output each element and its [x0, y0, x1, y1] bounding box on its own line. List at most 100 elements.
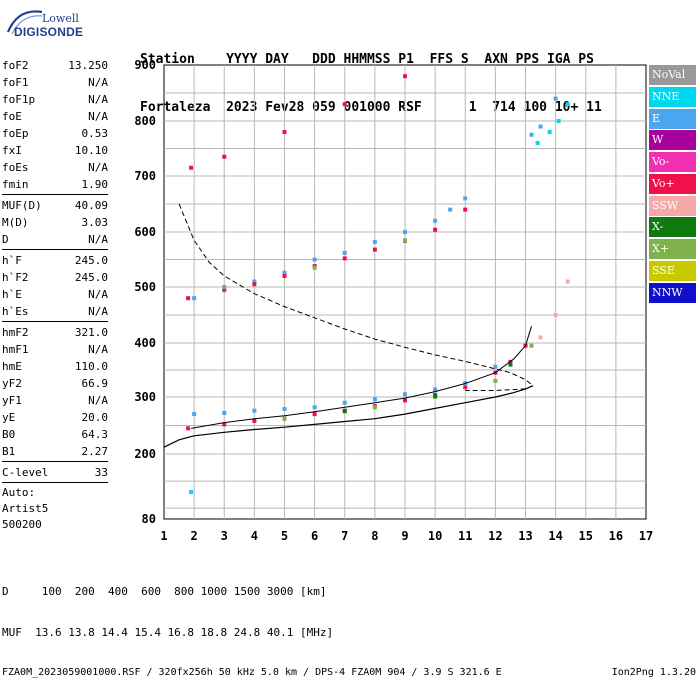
echo-point-e: [372, 239, 377, 244]
param-name: h`F: [2, 254, 22, 267]
footer-file-row: FZA0M_2023059001000.RSF / 320fx256h 50 k…: [2, 666, 696, 680]
echo-point-ssw: [553, 313, 558, 317]
legend-item-x: X-: [649, 217, 696, 238]
echo-point-e: [342, 400, 347, 405]
x-tick-label: 4: [251, 529, 258, 543]
echo-point-vo: [403, 398, 407, 403]
param-value: 0.53: [81, 127, 109, 140]
param-value: 10.10: [74, 144, 108, 157]
param-value: N/A: [88, 394, 108, 407]
echo-point-e: [282, 406, 287, 411]
echo-point-x: [433, 393, 438, 398]
y-tick-label: 200: [134, 447, 156, 461]
x-tick-label: 5: [281, 529, 288, 543]
param-value: 2.27: [81, 445, 109, 458]
param-separator: [2, 461, 108, 462]
param-separator: [2, 321, 108, 322]
param-row: hmF1 N/A: [2, 341, 108, 358]
clevel-name: C-level: [2, 466, 49, 479]
x-tick-label: 11: [458, 529, 472, 543]
echo-point-nne: [535, 141, 540, 145]
y-tick-label: 800: [134, 114, 156, 128]
footer-info: D 100 200 400 600 800 1000 1500 3000 [km…: [2, 558, 696, 693]
echo-point-x: [312, 265, 317, 270]
echo-point-e: [192, 412, 197, 417]
param-name: D: [2, 233, 9, 246]
echo-point-e: [252, 279, 257, 284]
header-values: Fortaleza 2023 Fev28 059 001000 RSF 1 71…: [140, 100, 602, 115]
autoscale-info: Auto:: [2, 486, 36, 499]
y-tick-label: 700: [134, 169, 156, 183]
echo-point-e: [342, 250, 347, 255]
param-value: 64.3: [81, 428, 109, 441]
param-row: M(D) 3.03: [2, 214, 108, 231]
chart-tick-labels: 1 2 3 4 5 6 7 8 9 10 11 12 13 14 15 16 17802003004005006…: [134, 58, 653, 543]
legend-item-noval: NoVal: [649, 65, 696, 85]
echo-point-e: [192, 296, 197, 301]
echo-point-x: [493, 378, 498, 383]
echo-point-nne: [556, 119, 561, 123]
echo-point-vo: [433, 227, 438, 232]
param-name: foE: [2, 110, 22, 123]
autoscale-info: 500200: [2, 518, 42, 531]
legend-item-e: E: [649, 108, 696, 129]
echo-point-e: [433, 218, 438, 223]
echo-point-x: [372, 405, 377, 410]
param-value: 245.0: [74, 254, 108, 267]
param-name: MUF(D): [2, 199, 42, 212]
param-value: 13.250: [68, 59, 108, 72]
param-name: foF1: [2, 76, 29, 89]
param-value: N/A: [88, 305, 108, 318]
param-row: h`Es N/A: [2, 303, 108, 320]
param-row: foE N/A: [2, 108, 108, 125]
y-tick-label: 400: [134, 336, 156, 350]
echo-point-e: [448, 207, 453, 212]
param-value: 110.0: [74, 360, 108, 373]
autoscale-info: Artist5: [2, 502, 49, 515]
param-value: N/A: [88, 93, 108, 106]
echo-point-e: [312, 257, 317, 262]
param-row: MUF(D) 40.09: [2, 197, 108, 214]
y-tick-label: 900: [134, 58, 156, 72]
x-tick-label: 2: [191, 529, 198, 543]
param-row: h`F 245.0: [2, 252, 108, 269]
legend-item-vo: Vo+: [649, 173, 696, 194]
echo-point-e: [538, 124, 543, 129]
param-row: foF1 N/A: [2, 74, 108, 91]
echo-point-vo: [403, 74, 407, 79]
legend-item-sse: SSE: [649, 260, 696, 281]
param-row: foEs N/A: [2, 159, 108, 176]
y-tick-label: 600: [134, 225, 156, 239]
legend-item-vo: Vo-: [649, 152, 696, 172]
x-tick-label: 7: [341, 529, 348, 543]
virtual-height-trace-curve: [191, 326, 532, 429]
param-value: N/A: [88, 288, 108, 301]
echo-point-e: [312, 405, 317, 410]
param-row: B0 64.3: [2, 426, 108, 443]
x-tick-label: 16: [609, 529, 623, 543]
param-name: yF2: [2, 377, 22, 390]
param-separator: [2, 482, 108, 483]
clevel-value: 33: [94, 466, 108, 479]
param-name: foF2: [2, 59, 29, 72]
footer-file-info: FZA0M_2023059001000.RSF / 320fx256h 50 k…: [2, 667, 502, 678]
echo-point-vo: [342, 256, 347, 261]
echo-point-x: [342, 409, 347, 414]
echo-point-vo: [282, 274, 287, 278]
x-tick-label: 12: [488, 529, 502, 543]
param-row: foF1p N/A: [2, 91, 108, 108]
x-tick-label: 6: [311, 529, 318, 543]
x-tick-label: 9: [401, 529, 408, 543]
x-tick-label: 10: [428, 529, 442, 543]
param-name: yE: [2, 411, 16, 424]
param-row: yF2 66.9: [2, 375, 108, 392]
x-tick-label: 15: [579, 529, 593, 543]
logo-arc-icon: [6, 10, 43, 35]
param-row: yF1 N/A: [2, 392, 108, 409]
x-tick-label: 17: [639, 529, 653, 543]
param-name: fxI: [2, 144, 22, 157]
param-value: N/A: [88, 161, 108, 174]
footer-version: Ion2Png 1.3.20: [611, 667, 696, 678]
echo-point-ssw: [538, 335, 543, 340]
digisonde-logo: Lowell DIGISONDE: [2, 4, 92, 39]
